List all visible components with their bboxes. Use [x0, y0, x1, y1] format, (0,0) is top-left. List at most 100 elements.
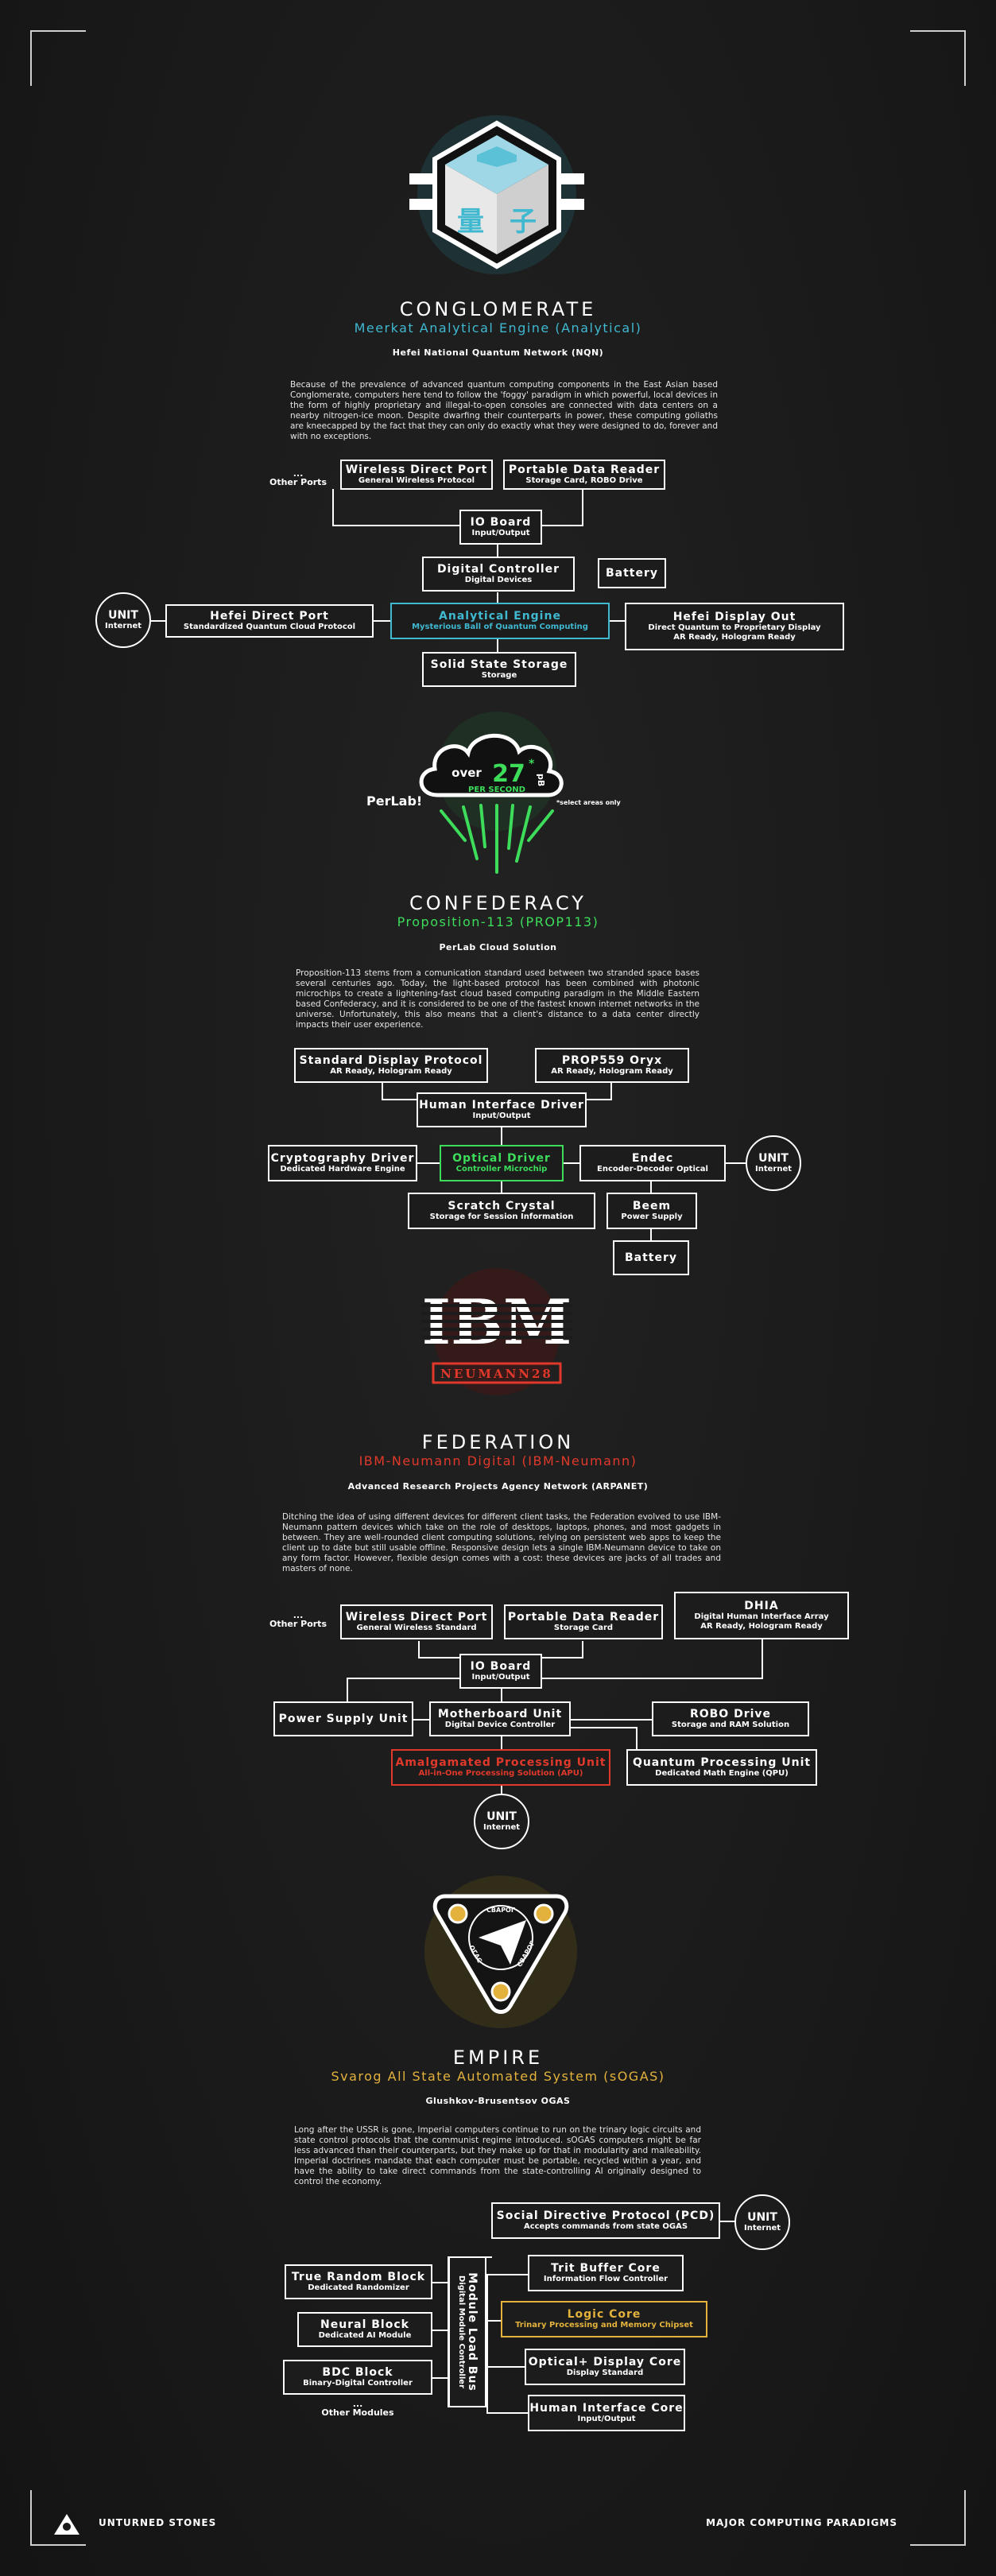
node-desc: General Wireless Protocol	[358, 476, 475, 485]
connector	[382, 1083, 383, 1100]
node-desc: Controller Microchip	[455, 1165, 548, 1174]
section-subtitle: IBM-Neumann Digital (IBM-Neumann)	[358, 1453, 638, 1468]
node-desc: Digital Device Controller	[444, 1721, 556, 1729]
section-title: CONGLOMERATE	[399, 298, 597, 320]
node-name: Module Load Bus	[466, 2272, 479, 2392]
logo-ring-top: СВАРОГ	[486, 1907, 515, 1914]
node-wireless-direct-port: Wireless Direct Port General Wireless St…	[340, 1604, 493, 1639]
connector	[762, 1639, 763, 1679]
node-name: Social Directive Protocol (PCD)	[496, 2209, 715, 2222]
node-desc: Mysterious Ball of Quantum Computing	[412, 623, 588, 631]
node-desc: Storage Card, ROBO Drive	[525, 476, 643, 485]
node-optical-display-core: Optical+ Display Core Display Standard	[525, 2349, 685, 2385]
node-true-random-block: True Random Block Dedicated Randomizer	[285, 2264, 432, 2299]
connector	[650, 1229, 652, 1242]
connector	[486, 2412, 528, 2414]
node-desc: AR Ready, Hologram Ready	[673, 633, 796, 642]
corner-frame-top-right	[910, 30, 966, 86]
node-unit-internet: UNIT Internet	[734, 2194, 790, 2250]
connector	[347, 1678, 461, 1679]
node-quantum-processing-unit: Quantum Processing Unit Dedicated Math E…	[626, 1749, 817, 1786]
node-desc: Information Flow Controller	[543, 2275, 669, 2283]
connector	[501, 1689, 502, 1703]
node-digital-controller: Digital Controller Digital Devices	[422, 557, 575, 592]
node-portable-data-reader: Portable Data Reader Storage Card, ROBO …	[503, 460, 665, 490]
node-battery: Battery	[613, 1240, 689, 1275]
connector	[432, 2282, 448, 2283]
node-desc: Internet	[104, 621, 141, 630]
node-module-load-bus: Module Load Bus Digital Module Controlle…	[448, 2256, 486, 2407]
node-name: UNIT	[758, 1151, 789, 1165]
section-paragraph: Proposition-113 stems from a comunicatio…	[296, 968, 700, 1030]
node-desc: AR Ready, Hologram Ready	[330, 1067, 452, 1076]
other-modules-label: ... Other Modules	[321, 2399, 394, 2418]
node-desc: Display Standard	[566, 2368, 644, 2377]
node-name: Amalgamated Processing Unit	[395, 1756, 607, 1769]
node-name: Logic Core	[567, 2308, 641, 2321]
node-scratch-crystal: Scratch Crystal Storage for Session Info…	[408, 1193, 595, 1229]
node-desc: Input/Output	[471, 529, 530, 537]
connector	[541, 1678, 763, 1679]
node-trit-buffer-core: Trit Buffer Core Information Flow Contro…	[528, 2255, 684, 2291]
node-human-interface-core: Human Interface Core Input/Output	[528, 2395, 685, 2431]
node-desc: AR Ready, Hologram Ready	[700, 1622, 823, 1631]
node-name: Trit Buffer Core	[551, 2262, 661, 2275]
connector	[486, 2320, 501, 2322]
connector	[569, 1719, 653, 1721]
node-bdc-block: BDC Block Binary-Digital Controller	[283, 2360, 432, 2395]
other-ports-label: ... Other Ports	[269, 1610, 327, 1629]
node-desc: Internet	[754, 1164, 792, 1174]
node-hefei-display-out: Hefei Display Out Direct Quantum to Prop…	[625, 603, 844, 650]
node-name: DHIA	[744, 1600, 779, 1612]
connector	[719, 2221, 737, 2222]
node-desc: General Wireless Standard	[356, 1624, 477, 1632]
node-robo-drive: ROBO Drive Storage and RAM Solution	[652, 1701, 809, 1736]
logo-glyph-left: 量	[457, 206, 484, 238]
node-desc: Direct Quantum to Proprietary Display	[648, 623, 821, 632]
node-motherboard-unit: Motherboard Unit Digital Device Controll…	[429, 1701, 571, 1736]
connector	[650, 1181, 652, 1193]
connector	[563, 1162, 580, 1164]
connector	[607, 620, 626, 622]
node-name: Endec	[631, 1152, 674, 1165]
node-desc: Storage for Session Information	[429, 1212, 574, 1221]
node-desc: Input/Output	[577, 2415, 636, 2423]
node-prop559-oryx: PROP559 Oryx AR Ready, Hologram Ready	[535, 1048, 689, 1083]
node-standard-display-protocol: Standard Display Protocol AR Ready, Holo…	[294, 1048, 488, 1083]
node-name: BDC Block	[322, 2366, 393, 2379]
node-name: Optical+ Display Core	[528, 2356, 682, 2368]
node-desc: Storage Card	[553, 1624, 614, 1632]
connector	[432, 2330, 448, 2331]
node-name: Wireless Direct Port	[345, 1611, 488, 1624]
node-desc: Digital Module Controller	[457, 2275, 466, 2389]
connector	[418, 1641, 420, 1658]
connector	[374, 620, 391, 622]
node-desc: Encoder-Decoder Optical	[597, 1165, 708, 1174]
node-desc: Dedicated AI Module	[318, 2331, 412, 2340]
node-name: Wireless Direct Port	[345, 464, 488, 476]
corner-frame-bottom-left	[30, 2490, 86, 2546]
node-desc: Accepts commands from state OGAS	[523, 2222, 688, 2231]
node-name: Solid State Storage	[430, 658, 568, 671]
section-subtitle: Proposition-113 (PROP113)	[397, 914, 599, 929]
logo-model: NEUMANN28	[440, 1367, 553, 1381]
bus-label: Module Load Bus Digital Module Controlle…	[456, 2272, 479, 2392]
node-desc: Storage and RAM Solution	[671, 1721, 790, 1729]
node-hefei-direct-port: Hefei Direct Port Standardized Quantum C…	[165, 604, 374, 638]
network-name: PerLab Cloud Solution	[439, 942, 557, 952]
logo-text-per-second: PER SECOND	[468, 786, 525, 794]
node-desc: AR Ready, Hologram Ready	[551, 1067, 673, 1076]
node-name: Cryptography Driver	[270, 1152, 415, 1165]
unturned-stones-logo-icon	[54, 2514, 79, 2535]
node-name: Portable Data Reader	[508, 464, 661, 476]
network-name: Glushkov-Brusentsov OGAS	[425, 2096, 571, 2106]
footer-left-label: UNTURNED STONES	[99, 2517, 217, 2528]
node-name: True Random Block	[291, 2271, 426, 2283]
node-cryptography-driver: Cryptography Driver Dedicated Hardware E…	[268, 1145, 417, 1181]
connector	[569, 1727, 636, 1728]
node-portable-data-reader: Portable Data Reader Storage Card	[504, 1604, 663, 1639]
node-name: Quantum Processing Unit	[632, 1756, 812, 1769]
other-ports-label: ... Other Ports	[269, 468, 327, 487]
node-name: PROP559 Oryx	[561, 1054, 663, 1067]
